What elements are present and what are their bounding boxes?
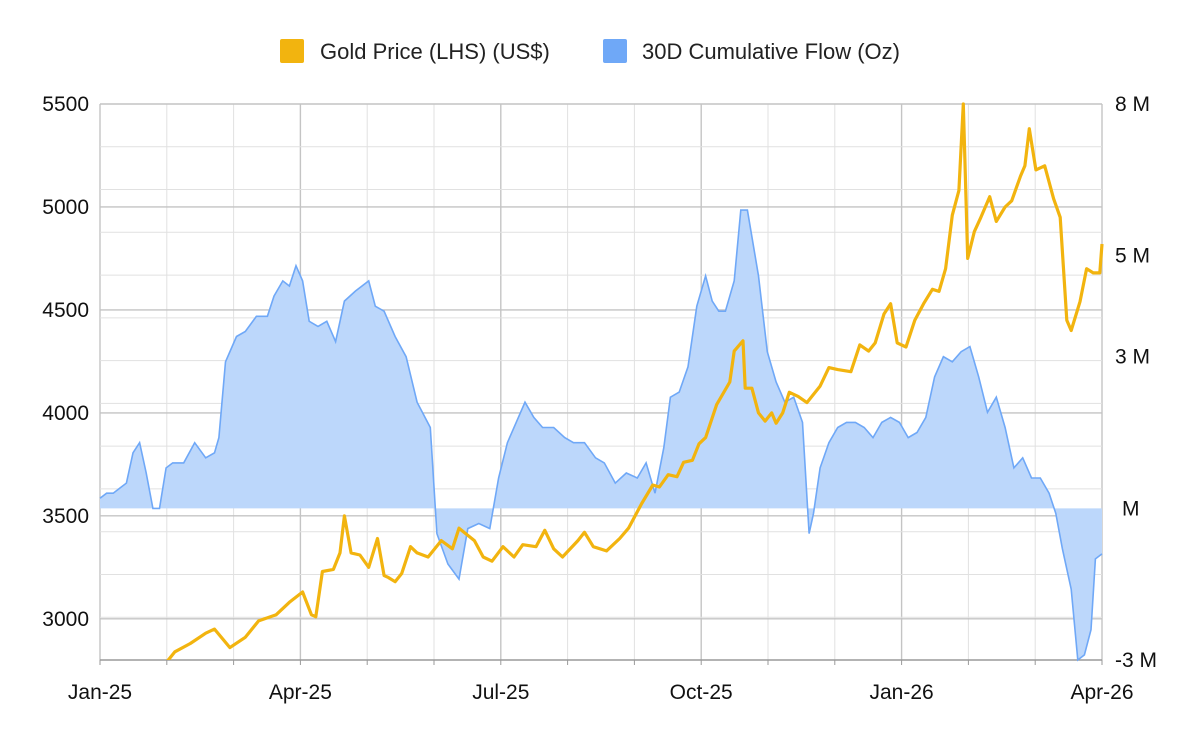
y-right-tick-label: 3 M	[1115, 346, 1150, 369]
legend-swatch-flow	[603, 39, 627, 63]
legend: Gold Price (LHS) (US$) 30D Cumulative Fl…	[280, 39, 900, 64]
y-right-tick-label: 5 M	[1115, 245, 1150, 268]
x-tick-label: Apr-25	[269, 681, 332, 704]
legend-swatch-gold	[280, 39, 304, 63]
x-tick-label: Jan-25	[68, 681, 132, 704]
x-tick-label: Oct-25	[670, 681, 733, 704]
y-right-tick-label: -3 M	[1115, 649, 1157, 672]
gold-price-series	[166, 102, 1104, 660]
gold-price-line	[166, 102, 1104, 660]
y-left-tick-label: 5500	[42, 93, 89, 116]
y-left-tick-label: 5000	[42, 196, 89, 219]
gridlines	[99, 103, 1103, 665]
x-tick-label: Jul-25	[472, 681, 529, 704]
legend-label-flow: 30D Cumulative Flow (Oz)	[642, 39, 900, 64]
x-tick-label: Apr-26	[1070, 681, 1133, 704]
flow-area-fill	[100, 210, 1102, 660]
x-tick-label: Jan-26	[869, 681, 933, 704]
y-right-tick-label: 8 M	[1115, 93, 1150, 116]
y-left-tick-label: 4000	[42, 402, 89, 425]
y-left-tick-label: 3000	[42, 608, 89, 631]
flow-area-series	[99, 209, 1103, 662]
y-left-tick-label: 3500	[42, 505, 89, 528]
legend-label-gold: Gold Price (LHS) (US$)	[320, 39, 550, 64]
legend-item-gold[interactable]: Gold Price (LHS) (US$)	[280, 39, 550, 64]
flow-area-line	[99, 209, 1103, 662]
y-left-tick-label: 4500	[42, 299, 89, 322]
legend-item-flow[interactable]: 30D Cumulative Flow (Oz)	[603, 39, 900, 64]
axis-ticks: 5500 5000 4500 4000 3500 3000 8 M 5 M 3 M M -3 M Ja…	[42, 93, 1157, 704]
y-right-tick-label: M	[1122, 497, 1140, 520]
